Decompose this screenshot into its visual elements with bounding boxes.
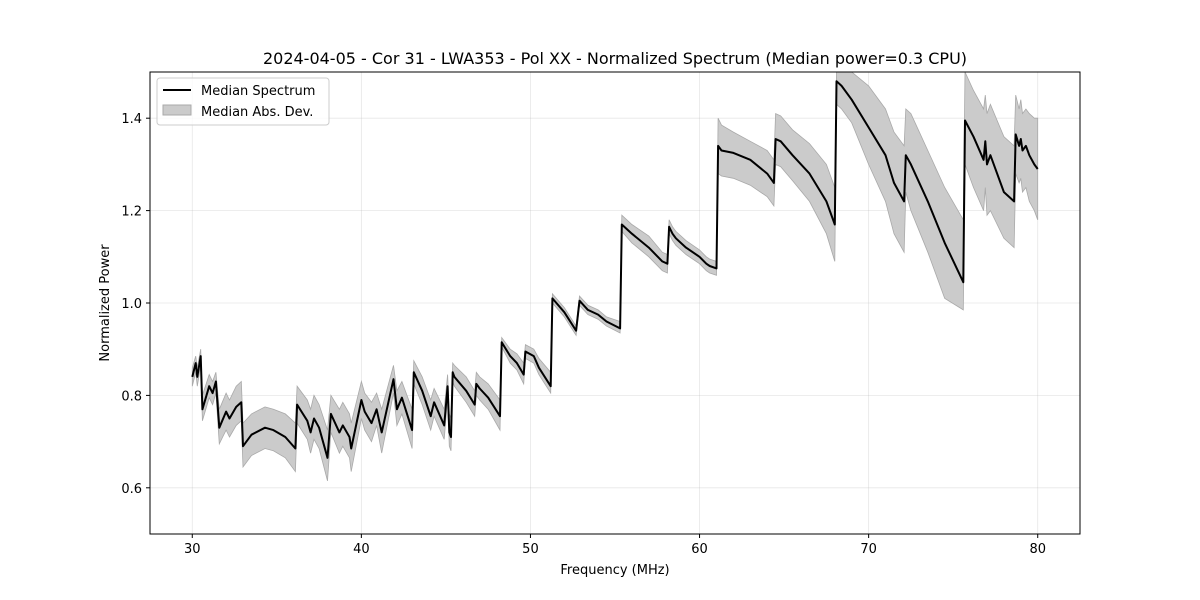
x-axis: 30 40 50 60 70 80 xyxy=(184,534,1046,557)
y-tick-label: 1.0 xyxy=(121,297,142,312)
mad-band xyxy=(191,72,1039,482)
x-tick-label: 70 xyxy=(860,542,877,557)
y-tick-label: 0.6 xyxy=(121,482,142,497)
chart-title: 2024-04-05 - Cor 31 - LWA353 - Pol XX - … xyxy=(263,49,967,68)
y-axis-label: Normalized Power xyxy=(98,244,113,362)
y-tick-label: 1.2 xyxy=(121,205,142,220)
x-axis-label: Frequency (MHz) xyxy=(560,563,669,578)
x-tick-label: 30 xyxy=(184,542,201,557)
x-tick-label: 50 xyxy=(522,542,539,557)
legend: Median Spectrum Median Abs. Dev. xyxy=(156,77,330,126)
median-spectrum-line xyxy=(191,80,1039,459)
y-axis: 0.6 0.8 1.0 1.2 1.4 xyxy=(121,112,150,497)
y-tick-label: 0.8 xyxy=(121,389,142,404)
x-tick-label: 80 xyxy=(1029,542,1046,557)
legend-mad-label: Median Abs. Dev. xyxy=(201,105,313,120)
x-tick-label: 60 xyxy=(691,542,708,557)
median-line-layer xyxy=(191,80,1039,459)
legend-mad-swatch xyxy=(162,104,192,116)
mad-band-layer xyxy=(191,72,1039,482)
y-tick-label: 1.4 xyxy=(121,112,142,127)
legend-box xyxy=(156,77,330,126)
legend-median-label: Median Spectrum xyxy=(201,84,315,99)
x-tick-label: 40 xyxy=(353,542,370,557)
